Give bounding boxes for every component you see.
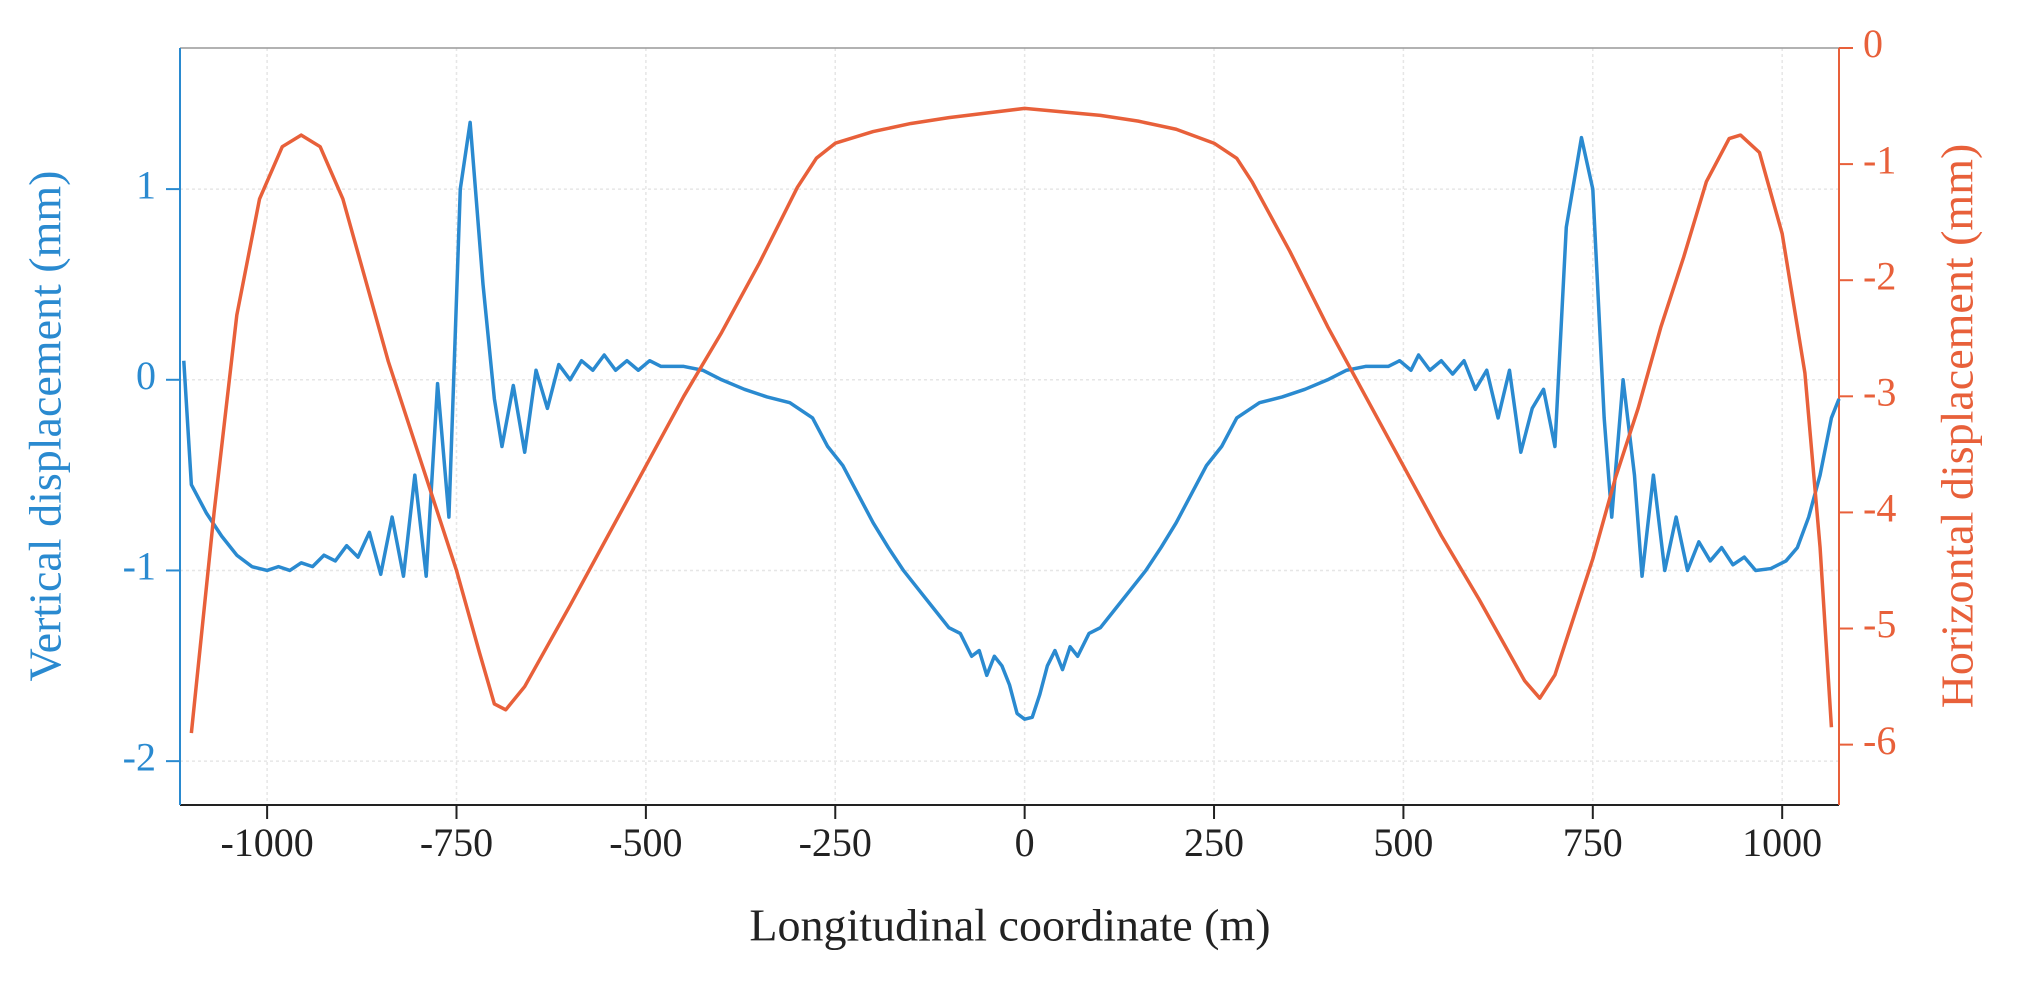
x-tick-label: -500 — [609, 820, 682, 865]
y2-axis-title: Horizontal displacement (mm) — [1932, 144, 1983, 709]
x-tick-label: 1000 — [1742, 820, 1822, 865]
y-tick-label: 0 — [136, 353, 156, 398]
y-tick-label: -2 — [123, 734, 156, 779]
x-axis-title: Longitudinal coordinate (m) — [749, 900, 1270, 951]
y2-tick-label: -4 — [1863, 486, 1896, 531]
y2-tick-label: 0 — [1863, 21, 1883, 66]
x-tick-label: 0 — [1015, 820, 1035, 865]
x-tick-label: 250 — [1184, 820, 1244, 865]
y2-tick-label: -3 — [1863, 369, 1896, 414]
x-tick-label: -750 — [420, 820, 493, 865]
y2-tick-label: -6 — [1863, 718, 1896, 763]
data-line — [189, 106, 1834, 734]
y-tick-label: -1 — [123, 544, 156, 589]
y2-tick-label: -2 — [1863, 253, 1896, 298]
x-tick-label: -250 — [799, 820, 872, 865]
x-tick-label: 750 — [1563, 820, 1623, 865]
x-tick-label: 500 — [1373, 820, 1433, 865]
y2-tick-label: -1 — [1863, 137, 1896, 182]
x-tick-label: -1000 — [220, 820, 313, 865]
y2-tick-label: -5 — [1863, 602, 1896, 647]
y-tick-label: 1 — [136, 162, 156, 207]
y-axis-title: Vertical displacement (mm) — [20, 171, 71, 682]
data-line — [182, 120, 1841, 721]
